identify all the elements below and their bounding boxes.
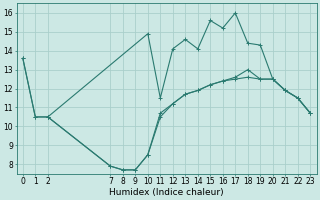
X-axis label: Humidex (Indice chaleur): Humidex (Indice chaleur) [109,188,224,197]
